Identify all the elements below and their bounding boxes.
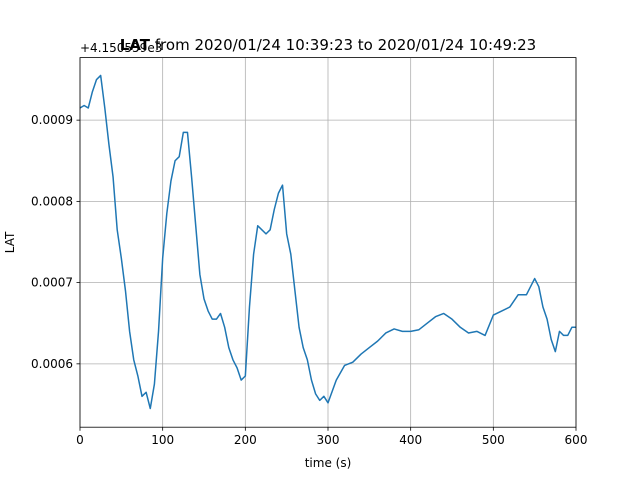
y-offset-label: +4.150559e3 [80, 41, 162, 55]
x-tick-label: 500 [482, 433, 505, 447]
x-axis-ticks: 0 100 200 300 400 500 600 [76, 427, 587, 447]
chart-title-bold: LAT [120, 36, 151, 54]
x-tick-label: 100 [151, 433, 174, 447]
chart-title: LAT from 2020/01/24 10:39:23 to 2020/01/… [120, 36, 536, 54]
y-axis-ticks: 0.0006 0.0007 0.0008 0.0009 [31, 113, 80, 371]
y-tick-label: 0.0007 [31, 276, 73, 290]
x-tick-label: 400 [399, 433, 422, 447]
x-tick-label: 300 [317, 433, 340, 447]
y-tick-label: 0.0009 [31, 113, 73, 127]
x-axis-label: time (s) [305, 456, 352, 470]
chart-title-rest: from 2020/01/24 10:39:23 to 2020/01/24 1… [150, 36, 536, 54]
y-axis-label: LAT [3, 231, 17, 253]
y-tick-label: 0.0008 [31, 194, 73, 208]
y-tick-label: 0.0006 [31, 357, 73, 371]
x-tick-label: 600 [565, 433, 588, 447]
series-layer [79, 74, 576, 410]
x-tick-label: 0 [76, 433, 84, 447]
series-line-0 [79, 74, 576, 410]
x-tick-label: 200 [234, 433, 257, 447]
